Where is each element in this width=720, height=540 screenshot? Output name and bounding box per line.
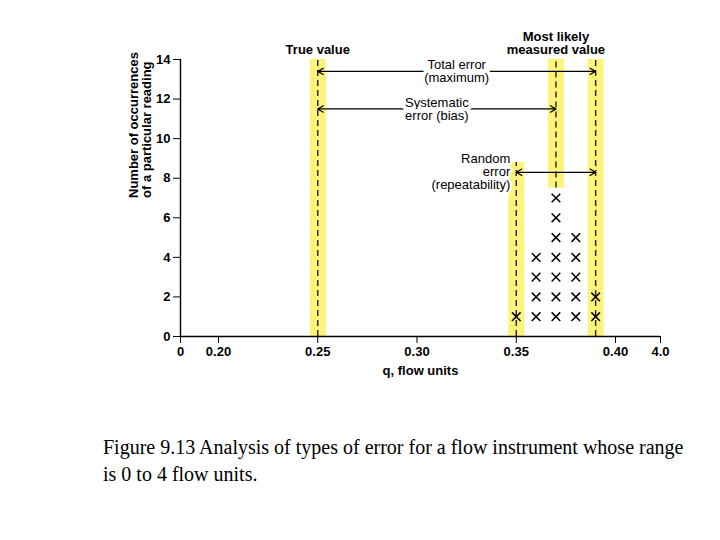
svg-text:Number of occurrencesof a part: Number of occurrencesof a particular rea… xyxy=(126,52,154,198)
svg-text:0.25: 0.25 xyxy=(305,344,330,359)
svg-text:12: 12 xyxy=(156,91,170,106)
svg-text:Randomerror(repeatability): Randomerror(repeatability) xyxy=(431,151,510,192)
svg-text:Systematicerror (bias): Systematicerror (bias) xyxy=(405,95,469,123)
svg-text:0.35: 0.35 xyxy=(504,344,529,359)
svg-text:0.20: 0.20 xyxy=(206,344,231,359)
svg-text:6: 6 xyxy=(163,210,170,225)
svg-text:True value: True value xyxy=(286,42,350,57)
svg-text:0: 0 xyxy=(177,344,184,359)
svg-text:14: 14 xyxy=(156,52,171,67)
svg-text:4.0: 4.0 xyxy=(651,344,669,359)
svg-text:Total error(maximum): Total error(maximum) xyxy=(424,57,489,85)
svg-text:4: 4 xyxy=(163,250,171,265)
svg-text:2: 2 xyxy=(163,289,170,304)
svg-text:0.40: 0.40 xyxy=(603,344,628,359)
svg-text:0: 0 xyxy=(163,329,170,344)
svg-text:10: 10 xyxy=(156,131,170,146)
svg-text:Most likelymeasured value: Most likelymeasured value xyxy=(507,29,605,57)
svg-text:8: 8 xyxy=(163,170,170,185)
svg-text:0.30: 0.30 xyxy=(404,344,429,359)
svg-text:q, flow units: q, flow units xyxy=(383,363,459,378)
html-text:Figure 9.13 Analysis of types: Figure 9.13 Analysis of types of error f… xyxy=(103,436,684,485)
